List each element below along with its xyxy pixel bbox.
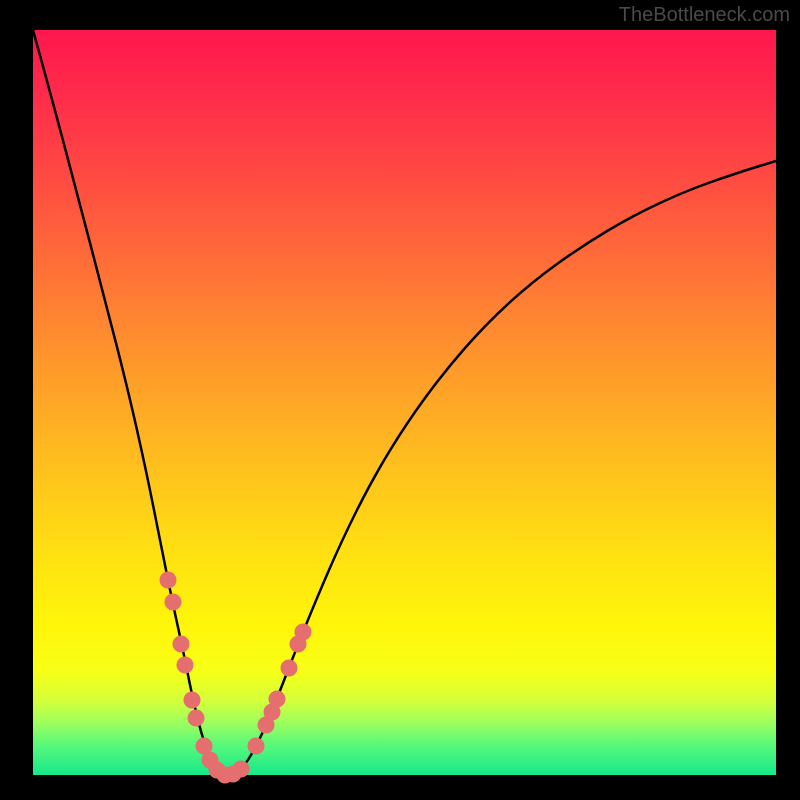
data-marker bbox=[184, 692, 200, 708]
data-marker bbox=[233, 761, 249, 777]
data-marker bbox=[248, 738, 264, 754]
curve-layer bbox=[0, 0, 800, 800]
watermark-text: TheBottleneck.com bbox=[619, 4, 790, 27]
data-marker bbox=[160, 572, 176, 588]
data-marker bbox=[188, 710, 204, 726]
chart-container: TheBottleneck.com bbox=[0, 0, 800, 800]
data-marker bbox=[281, 660, 297, 676]
trend-curve bbox=[33, 30, 776, 775]
data-marker bbox=[173, 636, 189, 652]
data-markers bbox=[160, 572, 311, 783]
data-marker bbox=[269, 691, 285, 707]
data-marker bbox=[177, 657, 193, 673]
data-marker bbox=[165, 594, 181, 610]
data-marker bbox=[295, 624, 311, 640]
